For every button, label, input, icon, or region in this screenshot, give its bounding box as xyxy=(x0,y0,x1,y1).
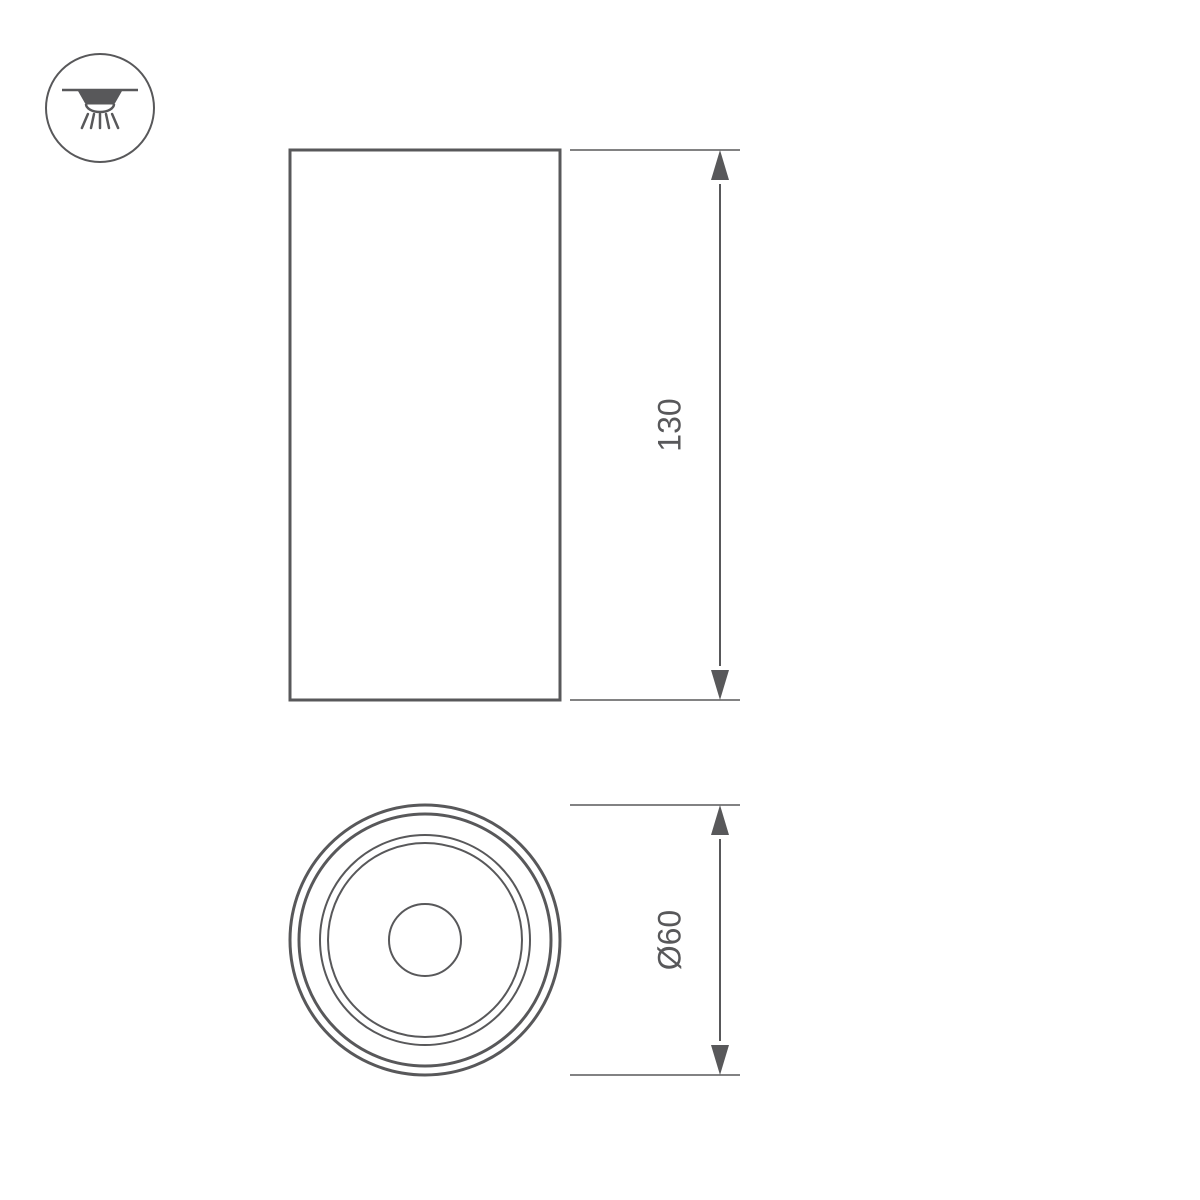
dimension-diameter-label: Ø60 xyxy=(651,910,687,970)
dimension-height-label: 130 xyxy=(651,398,687,451)
downlight-icon xyxy=(46,54,154,162)
bottom-view xyxy=(290,805,560,1075)
dimension-diameter: Ø60 xyxy=(570,805,740,1075)
technical-drawing: 130 Ø60 xyxy=(0,0,1200,1200)
side-view-body xyxy=(290,150,560,700)
dimension-height: 130 xyxy=(570,150,740,700)
